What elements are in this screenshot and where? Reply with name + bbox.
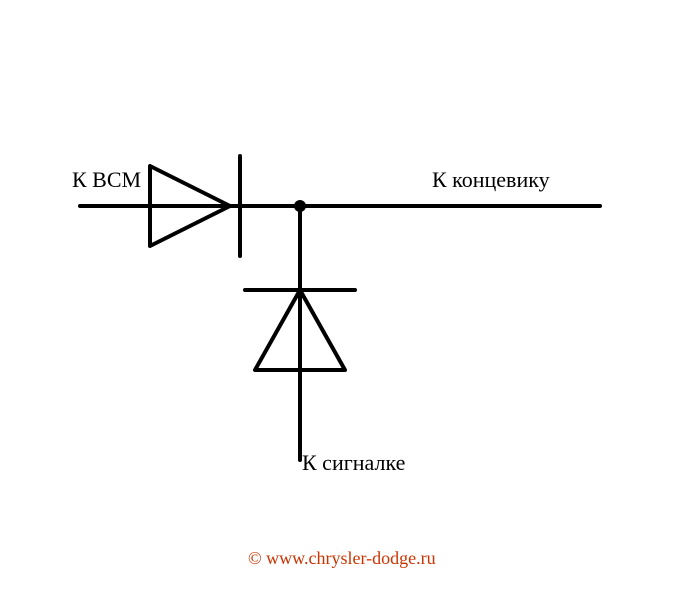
copyright-text: © www.chrysler-dodge.ru [248,548,436,569]
label-to-bcm: К ВСМ [72,167,141,193]
schematic-drawing [0,0,679,600]
label-to-alarm: К сигналке [302,450,405,476]
schematic-canvas: К ВСМ К концевику К сигналке © www.chrys… [0,0,679,600]
label-to-limit-switch: К концевику [432,167,550,193]
